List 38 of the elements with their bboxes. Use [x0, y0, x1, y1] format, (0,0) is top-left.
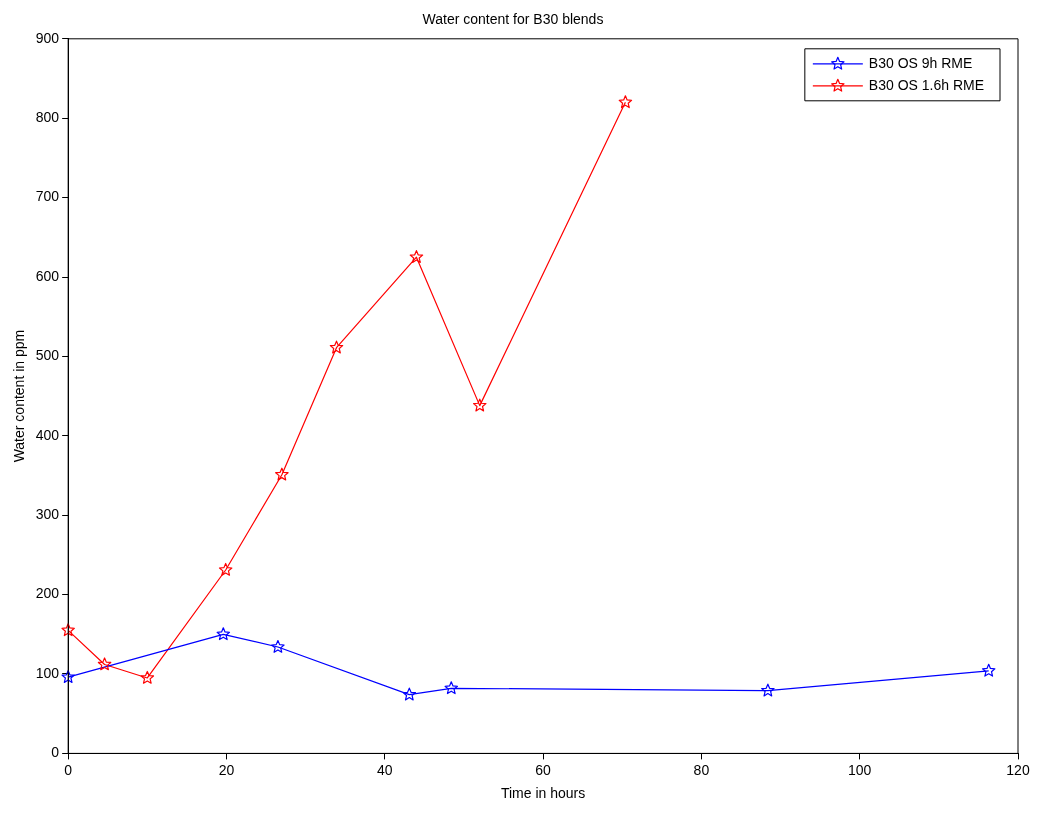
y-tick-label: 700	[35, 188, 60, 205]
x-tick-label: 40	[376, 761, 393, 778]
y-tick-label: 600	[35, 267, 60, 284]
point	[402, 687, 417, 701]
y-tick-label: 0	[51, 744, 60, 761]
legend-label: B30 OS 1.6h RME	[868, 76, 985, 93]
y-tick-label: 400	[35, 426, 60, 443]
x-tick-label: 100	[848, 761, 872, 778]
point	[618, 95, 633, 109]
y-tick-label: 200	[35, 585, 60, 602]
point	[271, 639, 285, 653]
y-tick-label: 100	[35, 664, 60, 681]
point	[761, 683, 775, 697]
y-tick-label: 300	[35, 506, 60, 523]
x-tick-label: 60	[535, 761, 552, 778]
legend-label: B30 OS 9h RME	[868, 54, 973, 71]
y-tick-label: 900	[35, 29, 60, 46]
y-axis-title: Water content in ppm	[11, 329, 28, 463]
point	[275, 467, 289, 481]
point	[61, 670, 75, 684]
point	[218, 562, 233, 576]
point	[444, 681, 459, 695]
point	[981, 663, 996, 677]
point	[472, 398, 487, 412]
x-tick-label: 80	[693, 761, 710, 778]
x-tick-label: 0	[64, 761, 73, 778]
y-tick-label: 500	[35, 347, 60, 364]
y-tick-label: 800	[35, 109, 60, 126]
chart-title: Water content for B30 blends	[422, 11, 604, 28]
point	[97, 657, 112, 671]
x-tick-label: 20	[218, 761, 235, 778]
point	[216, 627, 231, 641]
point	[140, 670, 155, 684]
point	[409, 250, 424, 264]
x-axis-title: Time in hours	[500, 785, 586, 802]
point	[329, 340, 344, 354]
x-tick-label: 120	[1006, 761, 1030, 778]
point	[61, 623, 75, 637]
